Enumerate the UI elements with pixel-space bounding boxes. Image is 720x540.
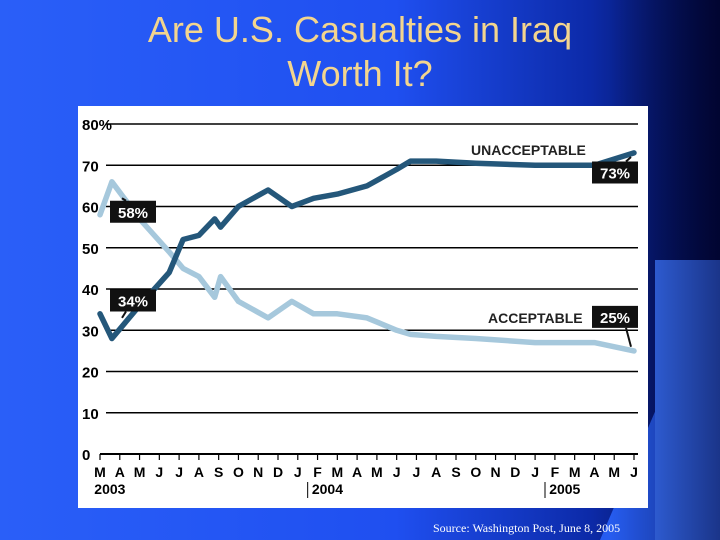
x-tick-label: O [470, 464, 481, 480]
y-tick-label: 70 [82, 158, 99, 175]
end-label-unacceptable-box [592, 161, 638, 184]
start-label-unacceptable-box [110, 289, 156, 312]
x-year-label: 2003 [94, 481, 125, 497]
x-tick-label: J [630, 464, 638, 480]
x-year-label: 2005 [549, 481, 580, 497]
y-tick-label: 0 [82, 447, 90, 464]
series-line-unacceptable [97, 150, 637, 342]
end-label-unacceptable: 73% [600, 166, 630, 183]
callout-pointer [625, 156, 632, 163]
x-tick-label: A [589, 464, 599, 480]
chart-panel: 0 10 20 30 40 50 60 70 80% M A M J J A S O N D J F M A M J J A S O N D… [78, 106, 648, 508]
x-tick-label: J [294, 464, 302, 480]
x-tick-label: J [393, 464, 401, 480]
x-tick-label: A [352, 464, 362, 480]
x-tick-label: M [608, 464, 620, 480]
x-year-label: 2004 [312, 481, 343, 497]
x-tick-label: O [233, 464, 244, 480]
x-tick-label: J [413, 464, 421, 480]
y-tick-label: 60 [82, 200, 99, 217]
y-tick-label: 40 [82, 282, 99, 299]
x-tick-label: M [371, 464, 383, 480]
x-tick-label: J [531, 464, 539, 480]
x-tick-label: M [569, 464, 581, 480]
y-tick-label: 20 [82, 365, 99, 382]
slide-title: Are U.S. Casualties in Iraq Worth It? [60, 8, 660, 96]
start-label-acceptable: 58% [118, 205, 148, 222]
x-tick-label: D [510, 464, 520, 480]
x-tick-label: F [313, 464, 322, 480]
x-tick-label: M [94, 464, 106, 480]
series-name-acceptable: ACCEPTABLE [488, 310, 583, 326]
x-tick-label: J [175, 464, 183, 480]
y-tick-label: 30 [82, 323, 99, 340]
y-tick-label: 80% [82, 117, 112, 134]
series-name-unacceptable: UNACCEPTABLE [471, 142, 586, 158]
start-label-acceptable-box [110, 200, 156, 223]
x-tick-label: J [155, 464, 163, 480]
x-tick-label: M [331, 464, 343, 480]
x-tick-label: M [134, 464, 146, 480]
end-label-acceptable-box [592, 305, 638, 328]
callout-pointer [121, 310, 127, 319]
slide-title-line-2: Worth It? [287, 53, 433, 94]
x-tick-label: A [194, 464, 204, 480]
end-label-acceptable: 25% [600, 310, 630, 327]
slide-title-line-1: Are U.S. Casualties in Iraq [147, 9, 573, 50]
source-caption: Source: Washington Post, June 8, 2005 [433, 521, 621, 535]
y-tick-label: 50 [82, 241, 99, 258]
x-tick-label: A [431, 464, 441, 480]
callout-pointer [625, 327, 632, 348]
x-tick-label: F [551, 464, 560, 480]
x-tick-label: S [451, 464, 460, 480]
x-tick-label: D [273, 464, 283, 480]
x-tick-label: N [253, 464, 263, 480]
start-label-unacceptable: 34% [118, 294, 148, 311]
y-tick-label: 10 [82, 406, 99, 423]
x-tick-label: A [115, 464, 125, 480]
x-tick-label: S [214, 464, 223, 480]
x-tick-label: N [490, 464, 500, 480]
callout-pointer [121, 197, 127, 202]
